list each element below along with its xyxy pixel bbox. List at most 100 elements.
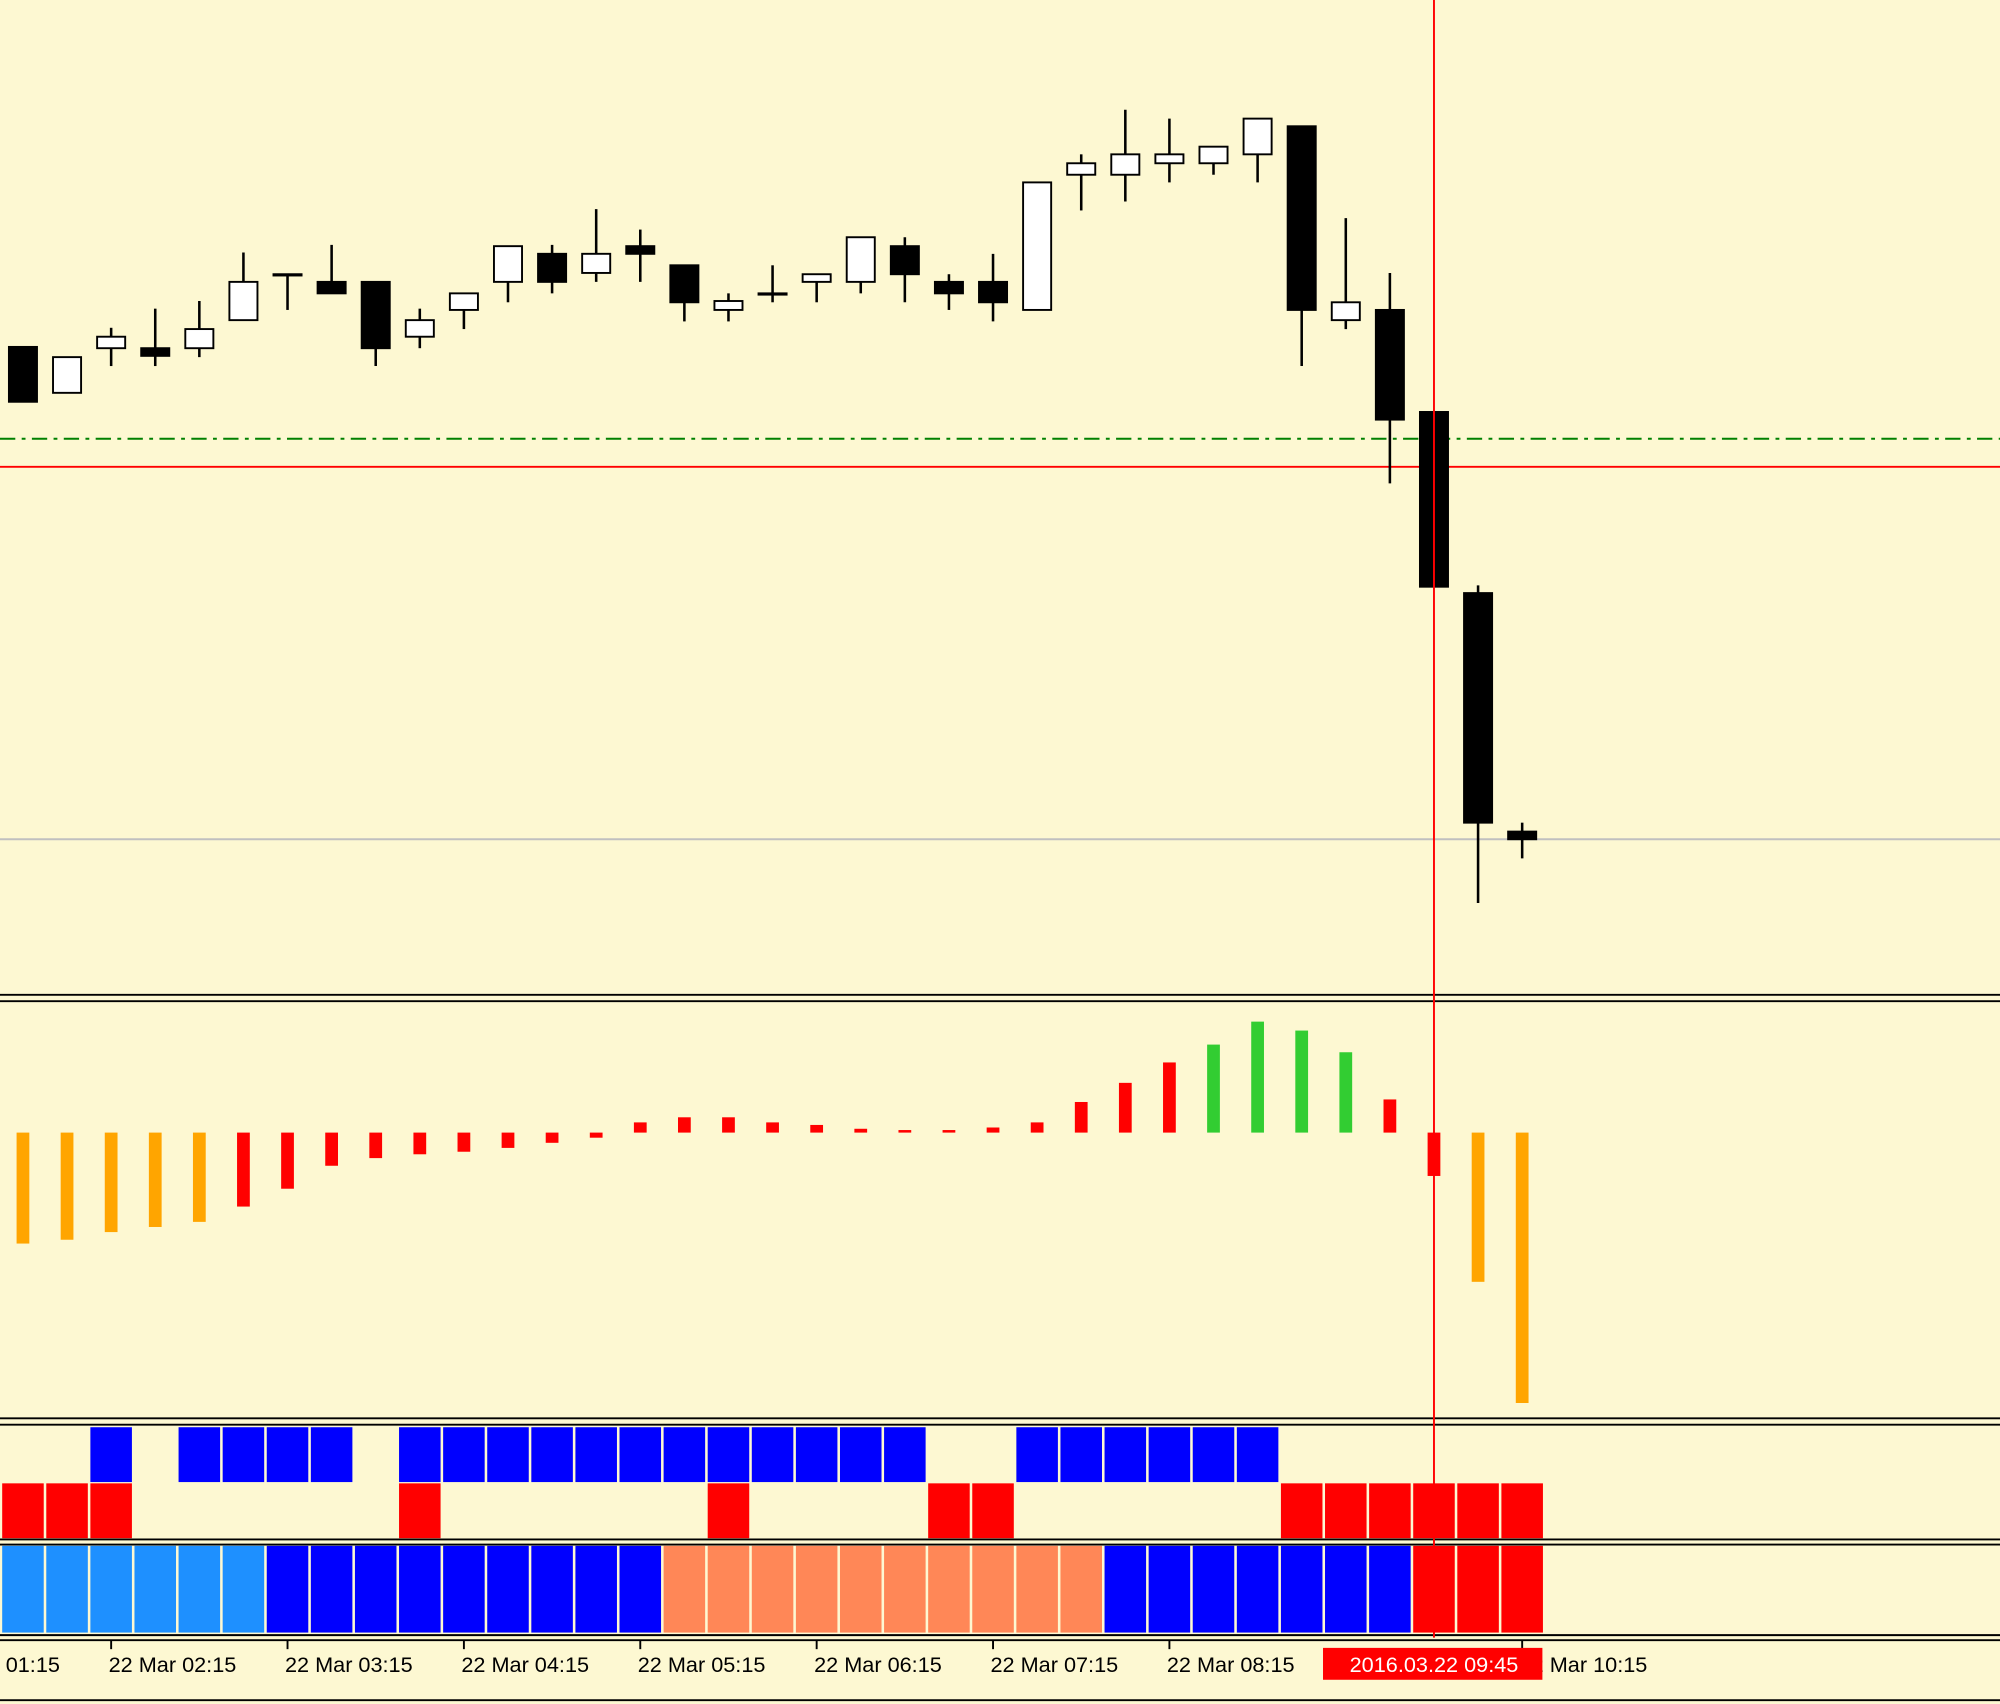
histogram-bar [545,1132,559,1143]
candle-body [669,264,700,304]
candle-body [625,245,656,255]
signal-cell [46,1483,88,1539]
signal-cell [399,1483,441,1539]
histogram-bar [589,1132,603,1138]
histogram-bar [104,1132,118,1233]
x-tick-label: 22 Mar 08:15 [1167,1652,1295,1677]
histogram-bar [1163,1062,1176,1133]
x-tick-label: 22 Mar 01:15 [0,1652,60,1677]
color-cell [354,1545,397,1633]
color-cell [1016,1545,1058,1633]
histogram-bar [722,1117,735,1133]
signal-cell [575,1427,617,1483]
candle-body [7,345,38,403]
histogram-bar [810,1124,824,1133]
panel-borders [0,993,2000,1702]
color-cell [1060,1545,1102,1633]
histogram-bar [1427,1132,1441,1176]
candle-body [1022,181,1053,311]
candle-body [1110,153,1141,176]
color-cell [399,1545,441,1633]
candle-body [96,335,127,350]
color-cell [90,1545,132,1633]
signal-cell [1192,1427,1235,1483]
candle-body [1198,145,1229,165]
x-tick-label: 22 Mar 06:15 [814,1652,942,1677]
histogram-bar [942,1130,956,1133]
candle-body [1507,830,1538,841]
color-cell [222,1545,265,1633]
signal-cell [1501,1483,1543,1539]
signal-cell [1413,1483,1455,1539]
histogram-bar [1295,1030,1309,1133]
candle-body [360,280,391,350]
signal-cell [531,1427,573,1483]
candle-body [1330,301,1361,322]
color-cell [1413,1545,1455,1633]
signal-cell [795,1427,838,1483]
histogram-bar [237,1132,250,1207]
color-cell [795,1545,838,1633]
histogram-bar [457,1132,471,1152]
color-cell [1148,1545,1191,1633]
color-cell [266,1545,309,1633]
candle-body [1463,592,1494,824]
candle-body [581,252,612,274]
candle-body [1154,153,1185,165]
color-cell [928,1545,970,1633]
histogram-bar [501,1132,515,1148]
signal-cell [1325,1483,1367,1539]
candle-body [1286,125,1317,311]
signal-cell [619,1427,662,1483]
histogram-bar [192,1132,206,1222]
candle-body [757,292,788,296]
candle-body [448,292,479,311]
signal-cell [1280,1483,1323,1539]
candle-body [1066,162,1097,176]
signal-cell [1236,1427,1279,1483]
signal-cell [2,1483,44,1539]
color-cell [134,1545,177,1633]
candle-body [404,319,435,338]
color-cell [972,1545,1014,1633]
color-cell [2,1545,44,1633]
histogram-bar [1074,1101,1088,1133]
histogram-bar [148,1132,162,1227]
signal-cell [222,1427,265,1483]
x-tick-label: 22 Mar 02:15 [109,1652,237,1677]
signal-cell [707,1427,750,1483]
histogram-bar [1383,1099,1397,1133]
signal-cell [178,1427,221,1483]
candle-body [933,280,964,295]
color-cell [310,1545,353,1633]
signal-cell [1060,1427,1102,1483]
histogram-bar [60,1132,74,1240]
candle-body [537,252,568,283]
crosshair-label-box [1323,1647,1543,1680]
histogram-bar [1339,1052,1353,1133]
color-cell [884,1545,926,1633]
color-cell [1236,1545,1279,1633]
signal-cell [707,1483,750,1539]
signal-cell [310,1427,353,1483]
signal-cell [266,1427,309,1483]
signal-cell [751,1427,794,1483]
signal-cell [663,1427,706,1483]
candle-body [889,245,920,276]
candle-body [184,328,215,350]
color-cell [839,1545,882,1633]
candle-body [1374,308,1405,421]
candle-body [493,245,523,283]
histogram-bar [633,1122,647,1133]
signal-cell [487,1427,529,1483]
color-cell [178,1545,221,1633]
signal-cell [399,1427,441,1483]
signal-cell [1457,1483,1499,1539]
color-cell [1192,1545,1235,1633]
histogram-bar [986,1127,1000,1133]
candle-body [801,273,832,283]
signal-cell [972,1483,1014,1539]
signal-cell [1104,1427,1147,1483]
histogram-bar [1471,1132,1485,1282]
